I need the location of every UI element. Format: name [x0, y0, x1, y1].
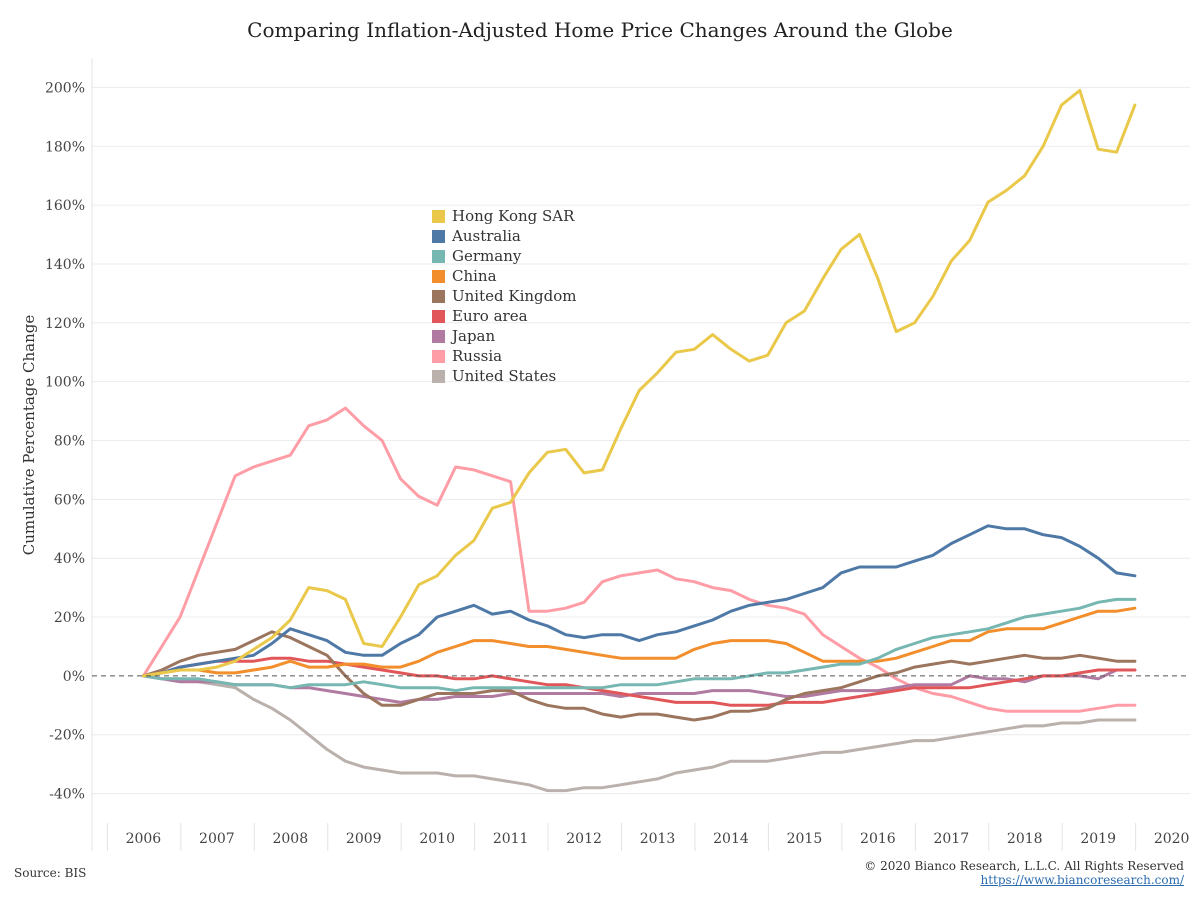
- series-line-australia: [141, 524, 1137, 678]
- series-line-euro-area: [141, 656, 1137, 707]
- legend-label: Germany: [452, 247, 522, 265]
- website-link[interactable]: https://www.biancoresearch.com/: [980, 873, 1184, 887]
- x-tick-label: 2014: [713, 831, 749, 847]
- legend-item: United States: [432, 366, 577, 386]
- series-line-germany: [141, 597, 1137, 693]
- legend-swatch: [432, 289, 445, 303]
- y-tick-label: -40%: [49, 787, 85, 803]
- legend-item: Euro area: [432, 306, 577, 326]
- legend-swatch: [432, 269, 445, 283]
- legend-label: Hong Kong SAR: [452, 207, 575, 225]
- legend-item: Japan: [432, 326, 577, 346]
- series-line-hong-kong-sar: [141, 88, 1137, 678]
- x-tick-label: 2013: [640, 831, 676, 847]
- legend-label: Russia: [452, 347, 503, 365]
- x-tick-label: 2017: [933, 831, 969, 847]
- series-line-united-states: [141, 674, 1137, 793]
- series-line-russia: [141, 406, 1137, 713]
- legend-label: Australia: [452, 227, 521, 245]
- series-line-china: [141, 606, 1137, 678]
- y-tick-label: 120%: [45, 316, 85, 332]
- x-tick-label: 2020: [1154, 831, 1190, 847]
- y-tick-label: 60%: [54, 492, 85, 508]
- legend: Hong Kong SAR Australia Germany China United…: [432, 206, 577, 386]
- legend-swatch: [432, 329, 445, 343]
- legend-swatch: [432, 349, 445, 363]
- y-tick-label: -20%: [49, 728, 85, 744]
- x-tick-label: 2015: [787, 831, 823, 847]
- x-tick-label: 2009: [346, 831, 382, 847]
- legend-label: China: [452, 267, 497, 285]
- axes: -40% -20% 0% 20% 40% 60% 80% 100% 120% 140% 160% 18…: [45, 58, 1190, 851]
- copyright-note: © 2020 Bianco Research, L.L.C. All Right…: [864, 859, 1184, 873]
- x-tick-label: 2008: [272, 831, 308, 847]
- legend-swatch: [432, 309, 445, 323]
- x-tick-label: 2006: [126, 831, 162, 847]
- legend-label: United States: [452, 367, 557, 385]
- legend-item: Hong Kong SAR: [432, 206, 577, 226]
- legend-swatch: [432, 229, 445, 243]
- gridlines: [92, 86, 1190, 795]
- y-tick-label: 80%: [54, 434, 85, 450]
- y-tick-label: 140%: [45, 257, 85, 273]
- y-tick-label: 100%: [45, 375, 85, 391]
- legend-item: Russia: [432, 346, 577, 366]
- legend-item: Australia: [432, 226, 577, 246]
- x-tick-label: 2016: [860, 831, 896, 847]
- legend-item: Germany: [432, 246, 577, 266]
- legend-label: Japan: [452, 327, 496, 345]
- x-tick-label: 2010: [419, 831, 455, 847]
- legend-swatch: [432, 369, 445, 383]
- y-tick-label: 200%: [45, 80, 85, 96]
- legend-item: United Kingdom: [432, 286, 577, 306]
- x-tick-label: 2018: [1007, 831, 1043, 847]
- legend-swatch: [432, 209, 445, 223]
- y-tick-label: 160%: [45, 198, 85, 214]
- y-tick-label: 180%: [45, 139, 85, 155]
- legend-label: Euro area: [452, 307, 528, 325]
- y-tick-label: 40%: [54, 551, 85, 567]
- legend-swatch: [432, 249, 445, 263]
- series-lines: [92, 88, 1190, 793]
- y-tick-label: 20%: [54, 610, 85, 626]
- x-tick-label: 2011: [493, 831, 529, 847]
- legend-item: China: [432, 266, 577, 286]
- source-note: Source: BIS: [14, 866, 87, 880]
- x-tick-label: 2007: [199, 831, 235, 847]
- y-axis-label: Cumulative Percentage Change: [20, 315, 38, 556]
- x-tick-label: 2012: [566, 831, 602, 847]
- x-tick-label: 2019: [1080, 831, 1116, 847]
- y-tick-label: 0%: [63, 669, 85, 685]
- series-line-united-kingdom: [141, 630, 1137, 722]
- chart-title: Comparing Inflation-Adjusted Home Price …: [247, 18, 953, 42]
- legend-label: United Kingdom: [452, 287, 577, 305]
